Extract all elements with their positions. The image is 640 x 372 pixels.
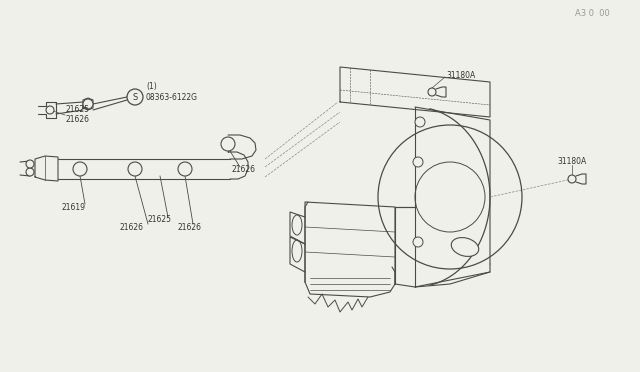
Ellipse shape — [451, 238, 479, 256]
Circle shape — [413, 237, 423, 247]
Circle shape — [83, 99, 93, 109]
Text: 21619: 21619 — [62, 202, 86, 212]
Text: 21626: 21626 — [66, 115, 90, 124]
Circle shape — [415, 117, 425, 127]
Text: (1): (1) — [147, 83, 157, 92]
Text: 21626: 21626 — [232, 166, 256, 174]
Text: 08363-6122G: 08363-6122G — [145, 93, 197, 102]
Circle shape — [26, 168, 34, 176]
Text: 21625: 21625 — [148, 215, 172, 224]
Text: 21626: 21626 — [178, 222, 202, 231]
Circle shape — [178, 162, 192, 176]
Text: S: S — [132, 93, 138, 102]
Text: A3 0  00: A3 0 00 — [575, 10, 610, 19]
Text: 21625: 21625 — [66, 105, 90, 113]
Text: 31180A: 31180A — [557, 157, 586, 167]
Text: 21626: 21626 — [120, 222, 144, 231]
Circle shape — [428, 88, 436, 96]
Circle shape — [413, 157, 423, 167]
Circle shape — [221, 137, 235, 151]
Circle shape — [568, 175, 576, 183]
Circle shape — [127, 89, 143, 105]
Circle shape — [46, 106, 54, 114]
Circle shape — [26, 160, 34, 168]
Text: 31180A: 31180A — [446, 71, 476, 80]
Circle shape — [73, 162, 87, 176]
Circle shape — [128, 162, 142, 176]
